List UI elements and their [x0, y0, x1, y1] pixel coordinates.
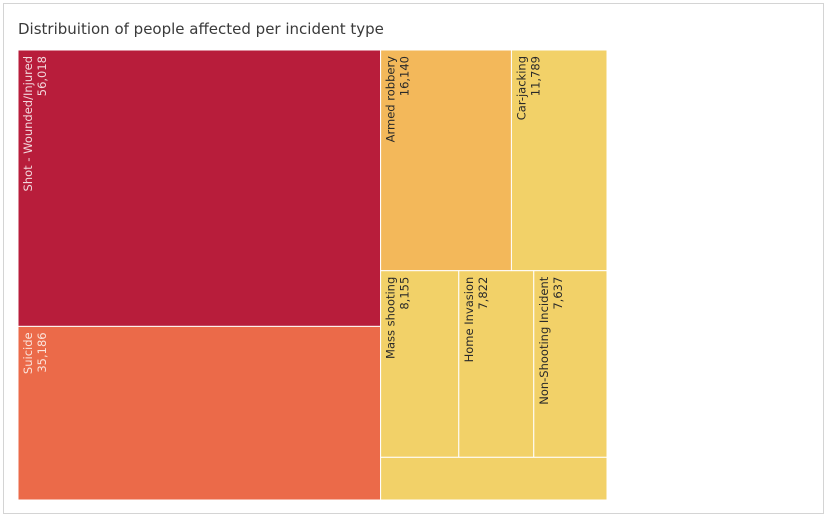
tile-value-home-invasion: 7,822 — [476, 277, 490, 310]
tile-label-group-suicide: Suicide 35,186 — [21, 332, 49, 374]
tile-label-group-home-invasion: Home Invasion 7,822 — [462, 277, 490, 363]
tile-car-jacking[interactable] — [510, 49, 608, 272]
tile-label-suicide: Suicide — [21, 332, 35, 374]
tile-label-group-car-jacking: Car-jacking 11,789 — [514, 56, 542, 120]
chart-title: Distribuition of people affected per inc… — [18, 20, 384, 38]
tile-value-armed-robbery: 16,140 — [398, 56, 412, 96]
tile-value-shot-wounded-injured: 56,018 — [35, 56, 49, 96]
tile-shot-wounded-injured[interactable] — [17, 49, 382, 327]
tile-label-shot-wounded-injured: Shot - Wounded/Injured — [21, 56, 35, 191]
tile-value-suicide: 35,186 — [35, 332, 49, 372]
tile-label-armed-robbery: Armed robbery — [384, 56, 398, 143]
tile-label-group-armed-robbery: Armed robbery 16,140 — [384, 56, 412, 143]
tile-suicide[interactable] — [17, 325, 382, 501]
tile-other[interactable] — [380, 456, 608, 501]
tile-label-mass-shooting: Mass shooting — [384, 277, 398, 359]
tile-value-car-jacking: 11,789 — [528, 56, 542, 96]
tile-label-group-non-shooting-incident: Non-Shooting Incident 7,637 — [537, 276, 565, 405]
tile-value-non-shooting-incident: 7,637 — [551, 277, 565, 310]
tile-label-non-shooting-incident: Non-Shooting Incident — [537, 276, 551, 405]
tile-label-home-invasion: Home Invasion — [462, 277, 476, 363]
tile-armed-robbery[interactable] — [380, 49, 512, 272]
tile-label-group-shot-wounded-injured: Shot - Wounded/Injured 56,018 — [21, 56, 49, 191]
tile-non-shooting-incident[interactable] — [533, 270, 608, 458]
tile-label-car-jacking: Car-jacking — [514, 56, 528, 120]
tile-label-group-mass-shooting: Mass shooting 8,155 — [384, 277, 412, 359]
tile-value-mass-shooting: 8,155 — [398, 277, 412, 310]
